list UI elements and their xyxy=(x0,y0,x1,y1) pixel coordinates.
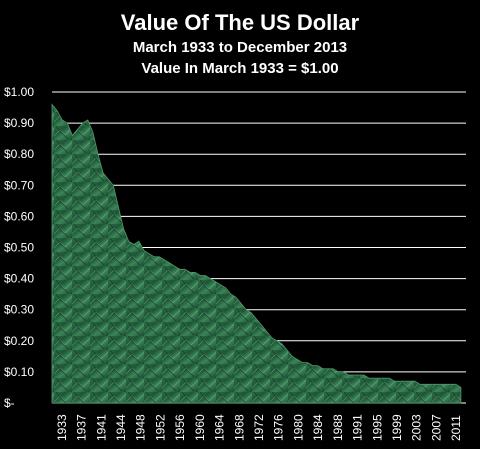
series-area xyxy=(51,103,462,404)
y-tick-label: $- xyxy=(4,396,15,410)
x-tick-label: 1933 xyxy=(55,414,69,441)
x-axis: 1933 1937 1941 1944 1948 1952 1956 1960 1964 1968… xyxy=(55,414,463,441)
y-tick-label: $0.40 xyxy=(4,272,34,286)
y-tick-label: $1.00 xyxy=(4,85,34,99)
x-tick-label: 1995 xyxy=(370,414,384,441)
x-tick-label: 1980 xyxy=(291,414,305,441)
y-tick-label: $0.90 xyxy=(4,116,34,130)
chart-title: Value Of The US Dollar xyxy=(121,10,360,35)
x-tick-label: 1991 xyxy=(351,414,365,441)
y-tick-label: $0.80 xyxy=(4,147,34,161)
x-tick-label: 1988 xyxy=(331,414,345,441)
x-tick-label: 1956 xyxy=(173,414,187,441)
y-tick-label: $0.10 xyxy=(4,365,34,379)
x-tick-label: 1999 xyxy=(390,414,404,441)
x-tick-label: 1941 xyxy=(94,414,108,441)
x-tick-label: 2011 xyxy=(449,415,463,441)
y-tick-label: $0.50 xyxy=(4,241,34,255)
x-tick-label: 1968 xyxy=(232,414,246,441)
x-tick-label: 1976 xyxy=(272,414,286,441)
x-tick-label: 1952 xyxy=(153,414,167,441)
x-tick-label: 1937 xyxy=(75,414,89,441)
y-axis: $- $0.10 $0.20 $0.30 $0.40 $0.50 $0.60 $0.70 $0.… xyxy=(4,85,34,410)
x-tick-label: 1948 xyxy=(134,414,148,441)
y-tick-label: $0.60 xyxy=(4,209,34,223)
chart-subtitle-1: March 1933 to December 2013 xyxy=(133,39,347,56)
x-tick-label: 2007 xyxy=(429,414,443,441)
x-tick-label: 1972 xyxy=(252,414,266,441)
y-tick-label: $0.70 xyxy=(4,178,34,192)
x-tick-label: 2003 xyxy=(410,414,424,441)
y-tick-label: $0.20 xyxy=(4,334,34,348)
x-tick-label: 1964 xyxy=(213,414,227,441)
chart-subtitle-2: Value In March 1933 = $1.00 xyxy=(141,60,338,77)
x-tick-label: 1944 xyxy=(114,414,128,441)
x-tick-label: 1960 xyxy=(193,414,207,441)
area-layer xyxy=(51,103,462,404)
x-tick-label: 1984 xyxy=(311,414,325,441)
y-tick-label: $0.30 xyxy=(4,303,34,317)
